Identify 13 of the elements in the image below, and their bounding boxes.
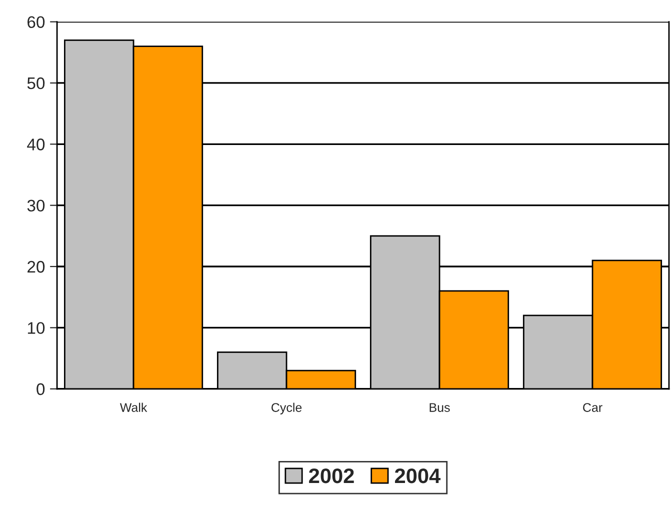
x-tick-label: Bus: [430, 403, 450, 412]
y-tick-label: 50: [27, 77, 45, 90]
x-tick-label: Cycle: [272, 402, 302, 414]
legend-label: 2002: [309, 468, 354, 484]
y-tick-label: 40: [27, 138, 45, 150]
x-tick-label: Car: [583, 403, 602, 412]
legend-label: 2004: [394, 468, 440, 484]
y-tick-label: 0: [36, 383, 45, 396]
y-tick-label: 20: [28, 260, 45, 273]
y-tick-label: 30: [27, 200, 45, 212]
y-tick-label: 60: [28, 16, 45, 28]
x-tick-label: Walk: [120, 402, 148, 412]
y-tick-label: 10: [28, 322, 45, 334]
